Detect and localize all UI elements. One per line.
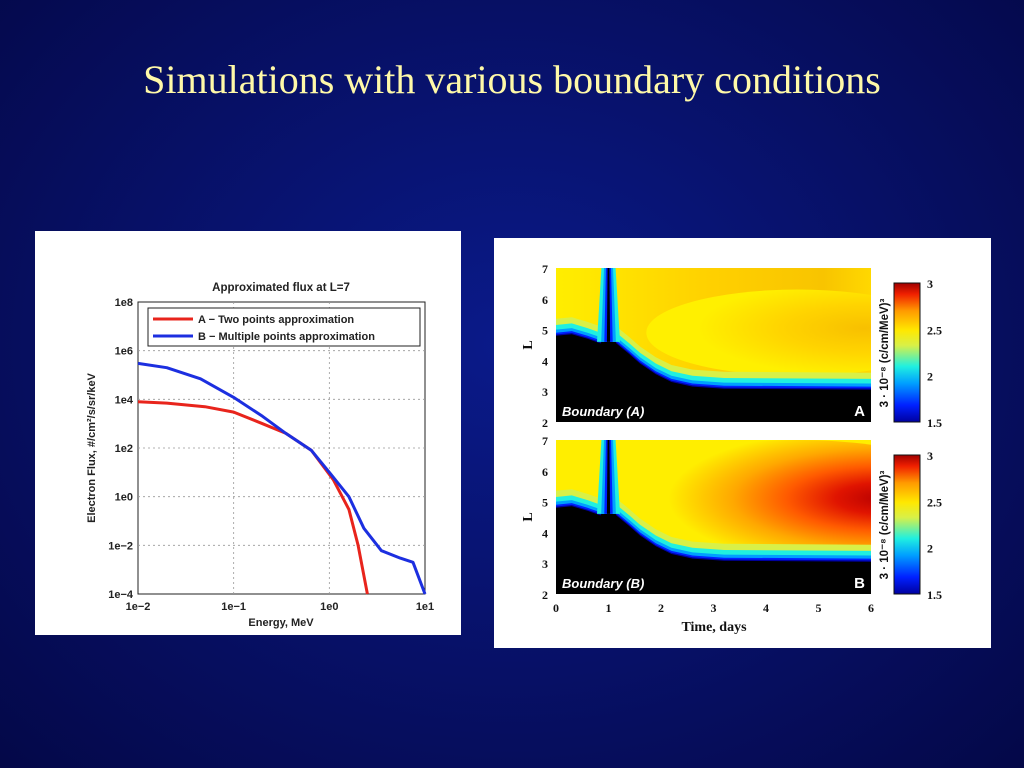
- colorbar-tick-label: 3: [927, 277, 933, 291]
- flux-chart-panel: Approximated flux at L=7 1e−2 1e−1 1e0 1e1 1…: [35, 231, 461, 635]
- heatmap-ytick-label: 6: [542, 293, 548, 307]
- colorbar-tick-label: 1.5: [927, 588, 942, 602]
- flux-chart-title: Approximated flux at L=7: [212, 282, 350, 294]
- colorbar: [893, 454, 921, 595]
- colorbar-tick-label: 2: [927, 370, 933, 384]
- flux-legend: A − Two points approximation B − Multipl…: [147, 307, 421, 347]
- legend-label-b: B − Multiple points approximation: [198, 331, 375, 343]
- flux-series-b-line: [137, 361, 427, 595]
- flux-ytick-label: 1e4: [115, 394, 134, 406]
- flux-ytick-label: 1e−2: [108, 540, 133, 552]
- flux-ytick-label: 1e8: [115, 297, 133, 309]
- heatmap-hot-region: [646, 289, 871, 376]
- heatmap-ytick-label: 5: [542, 496, 548, 510]
- flux-grid: [138, 302, 425, 594]
- slide-title: Simulations with various boundary condit…: [143, 57, 881, 102]
- heatmap-ytick-label: 3: [542, 557, 548, 571]
- flux-ytick-label: 1e−4: [108, 589, 134, 601]
- flux-xtick-label: 1e−2: [126, 601, 151, 613]
- heatmap-xtick-label: 3: [711, 601, 717, 615]
- heatmap-xtick-label: 4: [763, 601, 769, 615]
- heatmap-panel: Boundary (A) A 3 2.5 2 1.5 3 · 10⁻⁸ (c/cm/MeV)…: [494, 238, 991, 648]
- flux-chart: Approximated flux at L=7 1e−2 1e−1 1e0 1e1 1…: [86, 282, 434, 629]
- heatmap-ytick-label: 2: [542, 416, 548, 430]
- colorbar-tick-label: 2: [927, 542, 933, 556]
- heatmap-ytick-label: 3: [542, 385, 548, 399]
- heatmap-panel-label: Boundary (B): [562, 576, 644, 591]
- heatmap-xtick-label: 6: [868, 601, 874, 615]
- heatmap-xtick-label: 1: [606, 601, 612, 615]
- heatmap-ytick-label: 4: [542, 354, 548, 368]
- heatmap-ytick-label: 5: [542, 324, 548, 338]
- flux-ylabel: Electron Flux, #/cm²/s/sr/keV: [86, 372, 98, 522]
- heatmap-ytick-label: 6: [542, 465, 548, 479]
- flux-xlabel: Energy, MeV: [248, 617, 314, 629]
- heatmap-chart: Boundary (A) A 3 2.5 2 1.5 3 · 10⁻⁸ (c/cm/MeV)…: [521, 262, 942, 635]
- heatmap-xtick-label: 5: [816, 601, 822, 615]
- colorbar-tick-label: 2.5: [927, 323, 942, 337]
- heatmap-ytick-label: 7: [542, 262, 548, 276]
- heatmap-ytick-label: 2: [542, 588, 548, 602]
- flux-ytick-label: 1e0: [115, 492, 133, 504]
- colorbar-tick-label: 1.5: [927, 416, 942, 430]
- colorbar-tick-label: 3: [927, 449, 933, 463]
- flux-xtick-label: 1e0: [320, 601, 338, 613]
- legend-box: [147, 307, 421, 347]
- heatmap-panel-letter: B: [854, 575, 865, 592]
- colorbar: [893, 282, 921, 423]
- heatmap-panel-letter: A: [854, 403, 865, 420]
- legend-label-a: A − Two points approximation: [198, 314, 354, 326]
- colorbar-tick-label: 2.5: [927, 495, 942, 509]
- heatmap-axes: 2 3 4 5 6 7 L 2 3 4 5 6 7 L 0 1 2 3 4 5 6: [521, 262, 874, 615]
- flux-xtick-label: 1e1: [416, 601, 434, 613]
- heatmap-ytick-label: 7: [542, 434, 548, 448]
- heatmap-panels: Boundary (A) A 3 2.5 2 1.5 3 · 10⁻⁸ (c/cm/MeV)…: [556, 268, 942, 602]
- colorbar-label: 3 · 10⁻⁸ (c/cm/MeV)³: [879, 471, 891, 580]
- heatmap-xtick-label: 0: [553, 601, 559, 615]
- heatmap-field: [556, 440, 871, 594]
- flux-ytick-label: 1e2: [115, 443, 133, 455]
- heatmap-xtick-label: 2: [658, 601, 664, 615]
- heatmap-field: [556, 268, 871, 422]
- heatmap-ytick-label: 4: [542, 526, 548, 540]
- heatmap-spike: [606, 440, 611, 514]
- flux-ytick-label: 1e6: [115, 346, 133, 358]
- heatmap-contour: [556, 501, 871, 594]
- colorbar-label: 3 · 10⁻⁸ (c/cm/MeV)³: [879, 299, 891, 408]
- heatmap-contour: [556, 329, 871, 422]
- heatmap-ylabel: L: [521, 340, 536, 349]
- heatmap-panel-a: Boundary (A) A 3 2.5 2 1.5 3 · 10⁻⁸ (c/cm/MeV)…: [556, 268, 942, 430]
- heatmap-ylabel: L: [521, 512, 536, 521]
- heatmap-spike: [606, 268, 611, 342]
- flux-lines: [137, 361, 427, 595]
- heatmap-panel-b: Boundary (B) B 3 2.5 2 1.5 3 · 10⁻⁸ (c/cm/MeV)…: [556, 440, 942, 602]
- heatmap-panel-label: Boundary (A): [562, 404, 644, 419]
- heatmap-xlabel: Time, days: [681, 620, 747, 635]
- flux-xtick-label: 1e−1: [221, 601, 246, 613]
